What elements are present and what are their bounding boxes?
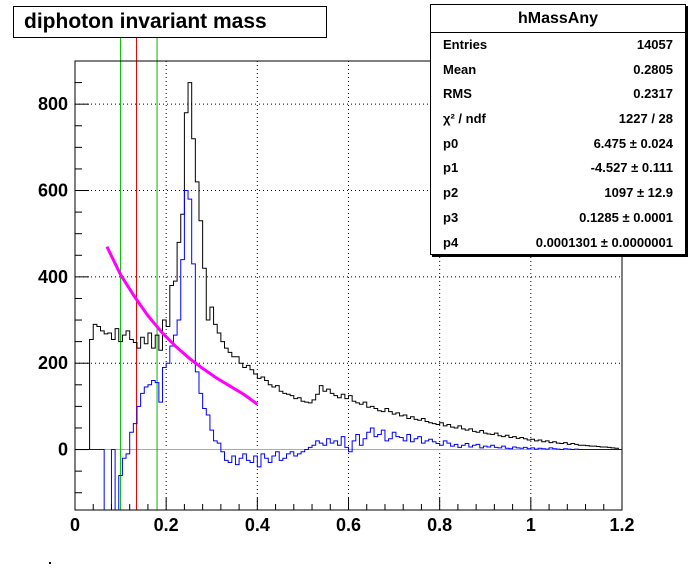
y-tick-label: 0	[58, 440, 68, 460]
x-axis: 0 0.2 0.4 0.6 0.8 1 1.2	[70, 498, 635, 535]
x-tick-label: 0.2	[154, 515, 179, 535]
stats-value: 0.2317	[633, 86, 673, 102]
stats-label: RMS	[443, 86, 472, 102]
x-tick-label: 0.6	[336, 515, 361, 535]
stats-label: p2	[443, 185, 459, 201]
stats-row: p0 6.475 ± 0.024	[431, 132, 685, 157]
x-tick-label: 1.2	[609, 515, 634, 535]
vertical-markers	[120, 35, 158, 510]
histogram-subtracted-series	[75, 190, 622, 511]
stats-row: Mean 0.2805	[431, 58, 685, 83]
y-axis: 0 200 400 600 800	[38, 60, 89, 494]
x-tick-label: 0.4	[245, 515, 270, 535]
stats-value: 0.0001301 ± 0.0000001	[535, 234, 673, 250]
stats-label: Entries	[443, 37, 488, 52]
x-tick-label: 0	[70, 515, 80, 535]
stats-row: p3 0.1285 ± 0.0001	[431, 206, 685, 231]
stats-value: 6.475 ± 0.024	[593, 135, 673, 151]
series-layer	[75, 82, 622, 511]
stats-label: p0	[443, 135, 459, 151]
x-tick-label: 0.8	[427, 515, 452, 535]
stats-label: χ² / ndf	[443, 111, 486, 127]
stats-row: p1 -4.527 ± 0.111	[431, 156, 685, 181]
fit-curve	[105, 245, 259, 406]
stats-value: 0.1285 ± 0.0001	[579, 209, 673, 225]
y-tick-label: 600	[38, 181, 68, 201]
x-tick-label: 1	[526, 515, 536, 535]
stats-row: RMS 0.2317	[431, 82, 685, 107]
grid-lines	[75, 61, 622, 510]
stats-value: 14057	[636, 37, 673, 52]
y-tick-label: 400	[38, 267, 68, 287]
stray-dot	[49, 562, 51, 564]
stats-row: χ² / ndf 1227 / 28	[431, 107, 685, 132]
stats-value: -4.527 ± 0.111	[590, 160, 673, 176]
stats-value: 1227 / 28	[618, 111, 673, 127]
stats-label: p4	[443, 234, 459, 250]
stats-row: Entries 14057	[431, 33, 685, 58]
stats-box: hMassAny Entries 14057 Mean 0.2805 RMS 0.23…	[430, 4, 686, 255]
stats-label: Mean	[443, 61, 477, 77]
stats-label: p3	[443, 209, 459, 225]
histogram-all-series	[75, 82, 622, 451]
stats-label: p1	[443, 160, 459, 176]
stats-name: hMassAny	[431, 5, 685, 33]
stats-row: p4 0.0001301 ± 0.0000001	[431, 231, 685, 256]
chart-title: diphoton invariant mass	[13, 6, 327, 38]
stats-row: p2 1097 ± 12.9	[431, 181, 685, 206]
stats-value: 0.2805	[633, 61, 673, 77]
y-tick-label: 800	[38, 94, 68, 114]
y-tick-label: 200	[38, 353, 68, 373]
stats-value: 1097 ± 12.9	[604, 185, 673, 201]
